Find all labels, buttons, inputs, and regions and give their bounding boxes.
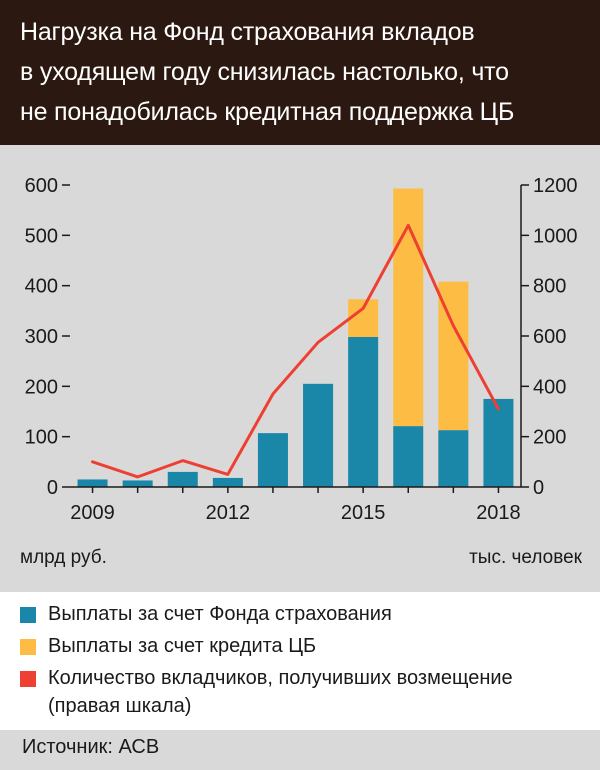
- y-right-tick-label-200: 200: [533, 427, 566, 449]
- y-left-tick-label-300: 300: [25, 326, 58, 348]
- y-right-tick-label-400: 400: [533, 376, 566, 398]
- chart-svg: 0 100 200 300 400 500 600 0 200 400 600 800 1000 1200…: [20, 175, 583, 568]
- legend-label-fund: Выплаты за счет Фонда страхования: [48, 603, 392, 625]
- bar-fund-2012: [212, 477, 243, 487]
- chart-area: 0 100 200 300 400 500 600 0 200 400 600 800 1000 1200…: [0, 145, 600, 592]
- header: Нагрузка на Фонд страхования вкладов в у…: [0, 0, 600, 145]
- x-tick-label-2009: 2009: [70, 502, 115, 524]
- source-bar: Источник: АСВ: [0, 730, 600, 770]
- bar-fund-2018: [483, 398, 514, 487]
- y-left-tick-label-500: 500: [25, 225, 58, 247]
- line-depositors: [91, 223, 500, 479]
- x-tick-label-2015: 2015: [341, 502, 386, 524]
- legend-label-cb: Выплаты за счет кредита ЦБ: [48, 635, 317, 657]
- legend-item-depositors: Количество вкладчиков, получивших возмещ…: [20, 664, 588, 720]
- legend: Выплаты за счет Фонда страхования Выплат…: [0, 592, 600, 730]
- bar-fund-2013: [257, 433, 288, 487]
- x-tick-label-2018: 2018: [476, 502, 521, 524]
- legend-label-depositors: Количество вкладчиков, получивших возмещ…: [48, 667, 513, 717]
- bar-fund-2009: [77, 479, 108, 487]
- x-tick-label-2012: 2012: [206, 502, 251, 524]
- y-right-tick-label-600: 600: [533, 326, 566, 348]
- chart-title: Нагрузка на Фонд страхования вкладов в у…: [20, 18, 515, 126]
- y-left-unit-label: млрд руб.: [20, 547, 107, 568]
- y-right-tick-label-0: 0: [533, 477, 544, 499]
- y-right-tick-label-1200: 1200: [533, 175, 578, 197]
- bar-fund-2011: [167, 471, 198, 487]
- legend-swatch-fund: [20, 607, 36, 623]
- y-right-unit-label: тыс. человек: [469, 547, 583, 568]
- bar-fund-2017: [438, 430, 469, 487]
- legend-swatch-depositors: [20, 671, 36, 687]
- legend-item-fund: Выплаты за счет Фонда страхования: [20, 600, 588, 628]
- bar-fund-2010: [122, 480, 153, 487]
- legend-swatch-cb: [20, 639, 36, 655]
- y-left-tick-label-100: 100: [25, 427, 58, 449]
- bar-fund-2016: [393, 426, 424, 487]
- bar-fund-2014: [303, 383, 334, 487]
- y-left-tick-label-200: 200: [25, 376, 58, 398]
- legend-item-cb: Выплаты за счет кредита ЦБ: [20, 632, 588, 660]
- y-right-tick-label-800: 800: [533, 276, 566, 298]
- y-left-tick-label-0: 0: [47, 477, 58, 499]
- y-left-tick-label-400: 400: [25, 276, 58, 298]
- bar-fund-2015: [348, 337, 379, 487]
- y-right-tick-label-1000: 1000: [533, 225, 578, 247]
- source-note: Источник: АСВ: [22, 736, 160, 758]
- y-left-tick-label-600: 600: [25, 175, 58, 197]
